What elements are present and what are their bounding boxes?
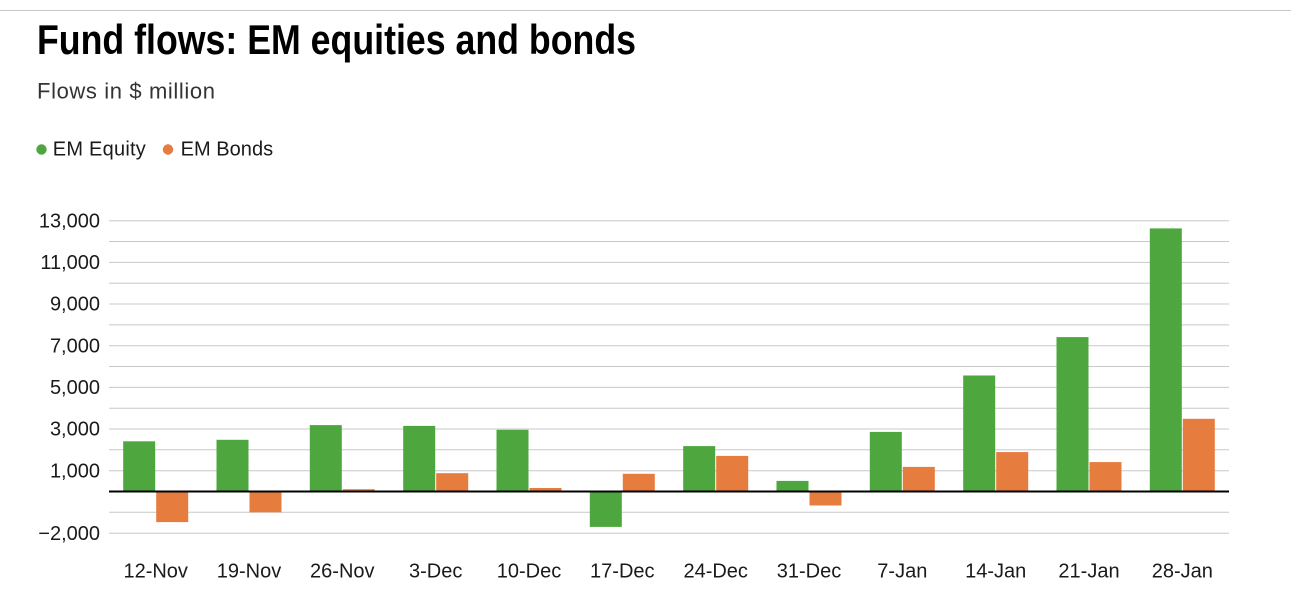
svg-text:Fund flows: EM equities and bo: Fund flows: EM equities and bonds [37,16,636,63]
svg-text:Flows in $ million: Flows in $ million [37,79,215,104]
svg-text:9,000: 9,000 [50,294,100,316]
svg-text:13,000: 13,000 [39,210,100,232]
svg-text:17-Dec: 17-Dec [590,560,654,582]
svg-text:19-Nov: 19-Nov [217,560,281,582]
svg-text:28-Jan: 28-Jan [1152,560,1213,582]
svg-text:31-Dec: 31-Dec [777,560,841,582]
svg-text:26-Nov: 26-Nov [310,560,374,582]
svg-text:7,000: 7,000 [50,335,100,357]
svg-text:−2,000: −2,000 [38,523,100,545]
svg-text:3-Dec: 3-Dec [409,560,462,582]
svg-text:10-Dec: 10-Dec [497,560,561,582]
svg-text:EM Equity: EM Equity [53,139,146,161]
svg-text:14-Jan: 14-Jan [965,560,1026,582]
svg-text:1,000: 1,000 [50,460,100,482]
svg-text:21-Jan: 21-Jan [1058,560,1119,582]
svg-text:12-Nov: 12-Nov [123,560,187,582]
svg-text:5,000: 5,000 [50,377,100,399]
svg-text:11,000: 11,000 [40,252,100,274]
svg-text:24-Dec: 24-Dec [683,560,747,582]
svg-text:7-Jan: 7-Jan [877,560,927,582]
svg-text:EM Bonds: EM Bonds [181,139,274,161]
svg-text:3,000: 3,000 [50,419,100,441]
